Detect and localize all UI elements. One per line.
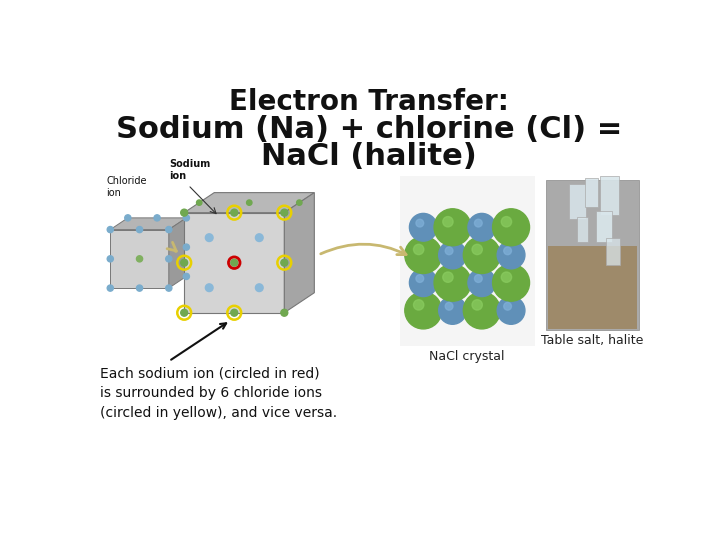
Circle shape [410, 269, 437, 296]
Circle shape [464, 292, 500, 329]
Circle shape [181, 309, 188, 316]
Circle shape [166, 256, 172, 262]
Circle shape [107, 256, 113, 262]
Circle shape [137, 226, 143, 233]
FancyBboxPatch shape [577, 217, 588, 242]
Polygon shape [168, 218, 186, 288]
Circle shape [443, 272, 453, 282]
Circle shape [498, 241, 525, 269]
Circle shape [438, 241, 467, 269]
Circle shape [231, 259, 238, 266]
Circle shape [246, 200, 252, 205]
FancyArrowPatch shape [320, 244, 406, 255]
Circle shape [492, 209, 529, 246]
Text: NaCl (halite): NaCl (halite) [261, 142, 477, 171]
Circle shape [416, 219, 423, 227]
Circle shape [443, 217, 453, 227]
Circle shape [282, 210, 287, 215]
Circle shape [410, 213, 437, 241]
FancyBboxPatch shape [596, 211, 611, 242]
Circle shape [474, 275, 482, 282]
FancyBboxPatch shape [600, 177, 619, 215]
Circle shape [501, 217, 512, 227]
FancyBboxPatch shape [585, 178, 598, 207]
Circle shape [231, 309, 238, 316]
Circle shape [472, 244, 482, 255]
Circle shape [413, 300, 424, 310]
Circle shape [472, 300, 482, 310]
Circle shape [107, 285, 113, 291]
Circle shape [501, 272, 512, 282]
Circle shape [181, 210, 187, 215]
Circle shape [434, 209, 471, 246]
Circle shape [297, 200, 302, 205]
Circle shape [416, 275, 423, 282]
Circle shape [445, 302, 453, 310]
Circle shape [232, 210, 237, 215]
Circle shape [184, 273, 189, 280]
Text: Sodium
ion: Sodium ion [168, 159, 210, 181]
Circle shape [184, 244, 189, 250]
Text: Each sodium ion (circled in red)
is surrounded by 6 chloride ions
(circled in ye: Each sodium ion (circled in red) is surr… [99, 367, 337, 420]
Text: NaCl crystal: NaCl crystal [429, 350, 505, 363]
Polygon shape [110, 230, 168, 288]
Circle shape [205, 284, 213, 292]
Circle shape [445, 247, 453, 255]
Circle shape [405, 237, 442, 273]
Circle shape [137, 256, 143, 262]
FancyBboxPatch shape [400, 177, 534, 346]
Circle shape [281, 309, 288, 316]
Circle shape [181, 209, 188, 216]
Polygon shape [284, 193, 315, 313]
Circle shape [498, 296, 525, 325]
FancyBboxPatch shape [548, 246, 637, 329]
Circle shape [205, 234, 213, 241]
Circle shape [405, 292, 442, 329]
Circle shape [125, 215, 131, 221]
Circle shape [154, 215, 160, 221]
Circle shape [438, 296, 467, 325]
Polygon shape [184, 193, 315, 213]
Circle shape [166, 285, 172, 291]
Circle shape [197, 200, 202, 205]
Circle shape [474, 219, 482, 227]
Circle shape [468, 213, 495, 241]
Circle shape [281, 259, 288, 266]
Circle shape [231, 209, 238, 216]
FancyBboxPatch shape [546, 180, 639, 330]
Text: Sodium (Na) + chlorine (Cl) =: Sodium (Na) + chlorine (Cl) = [116, 115, 622, 144]
FancyBboxPatch shape [570, 184, 586, 219]
Circle shape [281, 209, 288, 216]
Text: Table salt, halite: Table salt, halite [541, 334, 644, 347]
Circle shape [413, 244, 424, 255]
Polygon shape [110, 218, 186, 230]
FancyArrowPatch shape [167, 242, 176, 252]
Circle shape [504, 302, 511, 310]
Circle shape [464, 237, 500, 273]
Circle shape [256, 234, 263, 241]
Circle shape [166, 226, 172, 233]
Circle shape [137, 285, 143, 291]
Circle shape [468, 269, 495, 296]
Circle shape [107, 226, 113, 233]
Text: Electron Transfer:: Electron Transfer: [229, 88, 509, 116]
Circle shape [492, 264, 529, 301]
Circle shape [434, 264, 471, 301]
Circle shape [256, 284, 263, 292]
Circle shape [181, 259, 188, 266]
Circle shape [504, 247, 511, 255]
FancyBboxPatch shape [606, 238, 620, 265]
Text: Chloride
ion: Chloride ion [107, 177, 147, 198]
Circle shape [184, 215, 189, 221]
Polygon shape [184, 213, 284, 313]
